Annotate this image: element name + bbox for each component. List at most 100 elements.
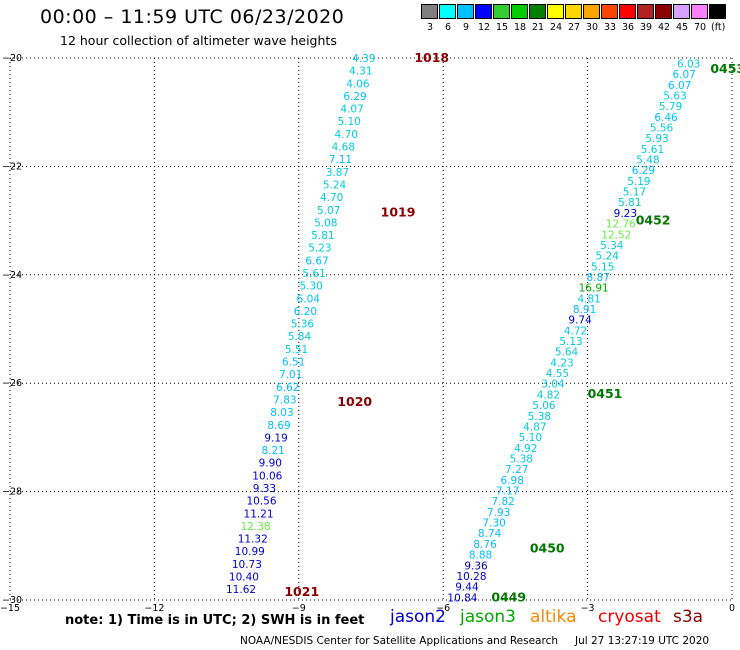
- wave-height-value: 6.98: [501, 475, 524, 487]
- wave-height-value: 5.08: [314, 217, 337, 229]
- wave-height-value: 10.99: [235, 546, 265, 558]
- scale-swatch: [529, 4, 546, 19]
- scale-unit: (ft): [711, 22, 726, 33]
- wave-height-value: 5.81: [618, 197, 641, 209]
- wave-height-value: 5.36: [291, 319, 315, 331]
- scale-swatch: [637, 4, 654, 19]
- wave-height-value: 10.84: [447, 592, 477, 604]
- wave-height-value: 10.73: [232, 559, 262, 571]
- scale-swatch: [565, 4, 582, 19]
- scale-label: 6: [444, 22, 452, 33]
- pass-time-label: 1018: [414, 50, 449, 65]
- scale-label: 9: [462, 22, 470, 33]
- wave-height-value: 5.38: [528, 411, 551, 423]
- wave-height-value: 5.30: [299, 281, 322, 293]
- wave-height-value: 4.87: [523, 421, 546, 433]
- scale-label: 21: [531, 22, 545, 33]
- wave-height-value: 4.39: [352, 53, 375, 65]
- pass-time-label: 0452: [636, 213, 671, 228]
- wave-height-value: 6.29: [343, 91, 366, 103]
- wave-height-value: 4.06: [346, 78, 370, 90]
- y-tick-label: −30: [2, 595, 22, 606]
- scale-swatch: [493, 4, 510, 19]
- scale-swatch: [457, 4, 474, 19]
- y-tick-label: −28: [2, 487, 22, 498]
- wave-height-value: 9.44: [455, 582, 479, 594]
- wave-height-value: 4.70: [335, 129, 358, 141]
- scale-label: 15: [495, 22, 509, 33]
- wave-height-value: 5.38: [510, 453, 533, 465]
- legend-s3a: s3a: [673, 607, 704, 627]
- wave-height-value: 5.51: [285, 344, 308, 356]
- wave-height-value: 6.62: [276, 382, 299, 394]
- wave-height-value: 6.03: [677, 58, 700, 70]
- pass-time-label: 0449: [491, 589, 526, 604]
- wave-height-value: 5.10: [519, 432, 542, 444]
- scale-label: 39: [639, 22, 653, 33]
- legend-jason2: jason2: [390, 607, 446, 627]
- wave-height-value: 9.90: [259, 458, 282, 470]
- wave-height-value: 11.21: [244, 508, 274, 520]
- chart-subtitle: 12 hour collection of altimeter wave hei…: [60, 33, 337, 48]
- wave-height-value: 5.81: [311, 230, 334, 242]
- wave-height-value: 4.70: [320, 192, 343, 204]
- x-tick-label: −15: [0, 603, 20, 614]
- wave-height-value: 10.56: [246, 496, 276, 508]
- wave-height-value: 5.61: [641, 144, 664, 156]
- wave-height-value: 10.06: [252, 470, 282, 482]
- wave-height-value: 6.07: [668, 80, 691, 92]
- scale-swatch: [655, 4, 672, 19]
- wave-height-value: 3.87: [326, 167, 349, 179]
- scale-label: 18: [513, 22, 527, 33]
- scale-swatch: [439, 4, 456, 19]
- wave-height-value: 5.23: [308, 243, 331, 255]
- wave-height-value: 5.19: [627, 176, 650, 188]
- wave-height-value: 5.06: [532, 400, 556, 412]
- wave-height-value: 8.74: [478, 528, 502, 540]
- scale-swatch: [601, 4, 618, 19]
- legend-cryosat: cryosat: [598, 607, 661, 627]
- scale-label: 36: [621, 22, 635, 33]
- pass-time-label: 0451: [588, 386, 623, 401]
- wave-height-value: 11.32: [238, 534, 268, 546]
- y-tick-label: −22: [2, 161, 22, 172]
- wave-height-value: 7.93: [487, 507, 510, 519]
- wave-height-value: 7.83: [273, 394, 296, 406]
- legend-jason3: jason3: [460, 607, 516, 627]
- wave-height-value: 5.61: [302, 268, 325, 280]
- wave-height-value: 8.88: [469, 550, 492, 562]
- wave-height-value: 9.23: [614, 208, 637, 220]
- wave-height-value: 6.04: [297, 293, 321, 305]
- scale-label: 42: [657, 22, 671, 33]
- scale-swatch: [709, 4, 726, 19]
- chart-title: 00:00 – 11:59 UTC 06/23/2020: [40, 6, 345, 28]
- wave-height-value: 4.23: [550, 357, 573, 369]
- y-tick-label: −26: [2, 378, 22, 389]
- wave-height-value: 6.20: [294, 306, 317, 318]
- scale-label: 45: [675, 22, 689, 33]
- scale-label: 3: [426, 22, 434, 33]
- x-tick-label: 0: [729, 603, 735, 614]
- wave-height-value: 10.28: [456, 571, 486, 583]
- wave-height-value: 8.03: [270, 407, 293, 419]
- wave-height-value: 4.31: [349, 66, 372, 78]
- wave-height-value: 12.76: [606, 219, 636, 231]
- wave-height-value: 4.82: [537, 389, 560, 401]
- wave-height-value: 4.92: [514, 443, 537, 455]
- wave-height-value: 5.10: [337, 116, 360, 128]
- wave-height-value: 6.51: [282, 357, 305, 369]
- wave-height-value: 4.07: [340, 104, 363, 116]
- pass-time-label: 1019: [381, 204, 416, 219]
- scale-label: 70: [693, 22, 707, 33]
- scale-label: 24: [549, 22, 563, 33]
- wave-height-value: 9.19: [264, 432, 287, 444]
- wave-height-value: 8.91: [573, 304, 596, 316]
- scale-label: 27: [567, 22, 581, 33]
- wave-height-value: 5.34: [600, 240, 624, 252]
- wave-height-value: 7.17: [496, 486, 519, 498]
- wave-height-value: 4.68: [332, 142, 355, 154]
- wave-height-value: 4.55: [546, 368, 569, 380]
- wave-height-value: 5.07: [317, 205, 340, 217]
- pass-time-label: 0453: [710, 61, 740, 76]
